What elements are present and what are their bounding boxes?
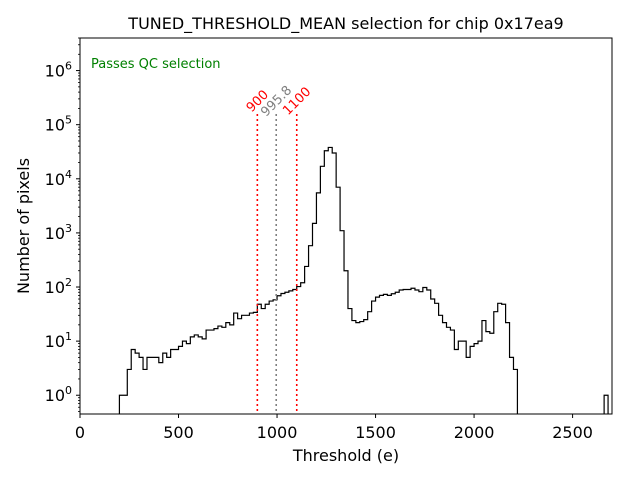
histogram-series <box>118 146 609 414</box>
y-tick-label: 105 <box>45 114 72 135</box>
x-tick-label: 2500 <box>552 423 593 442</box>
y-tick-label: 106 <box>45 60 72 81</box>
y-tick-label: 100 <box>45 384 72 405</box>
y-tick-label: 101 <box>45 330 72 351</box>
y-tick-label: 103 <box>45 222 72 243</box>
y-tick-label: 102 <box>45 276 72 297</box>
plot-frame <box>79 37 613 415</box>
y-tick-label: 104 <box>45 168 72 189</box>
x-tick-label: 0 <box>75 423 85 442</box>
x-axis-title: Threshold (e) <box>292 446 399 465</box>
chart-title: TUNED_THRESHOLD_MEAN selection for chip … <box>127 14 563 34</box>
y-axis-title: Number of pixels <box>14 158 33 294</box>
x-tick-label: 2000 <box>454 423 495 442</box>
x-tick-label: 500 <box>163 423 194 442</box>
x-tick-label: 1500 <box>355 423 396 442</box>
qc-status-annotation: Passes QC selection <box>91 57 221 72</box>
x-tick-label: 1000 <box>257 423 298 442</box>
